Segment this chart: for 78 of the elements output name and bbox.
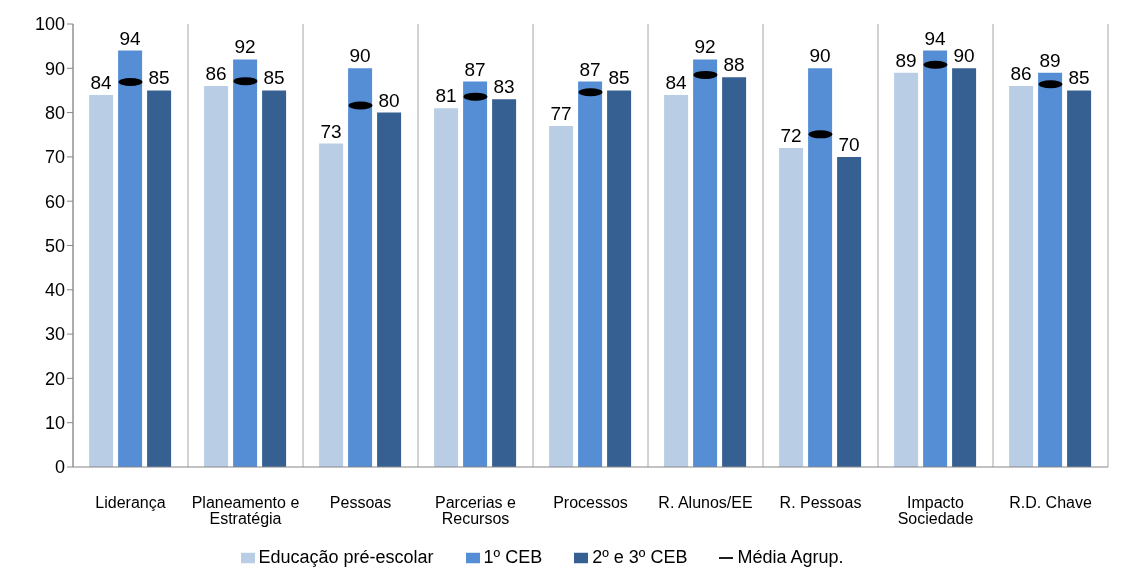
bar xyxy=(808,68,833,467)
data-label: 87 xyxy=(464,58,486,80)
x-tick-label: Parcerias e Recursos xyxy=(435,494,517,528)
data-label: 70 xyxy=(838,133,860,155)
x-tick-label: Impacto Sociedade xyxy=(897,494,974,528)
data-label: 92 xyxy=(234,36,256,58)
bar xyxy=(693,59,718,467)
bar xyxy=(1009,86,1034,467)
data-label: 88 xyxy=(723,54,745,76)
bar xyxy=(118,50,143,467)
data-label: 83 xyxy=(493,76,515,98)
data-label: 85 xyxy=(608,67,630,89)
bar xyxy=(262,90,287,467)
data-label: 89 xyxy=(1039,49,1061,71)
data-label: 85 xyxy=(1068,67,1090,89)
data-label: 94 xyxy=(924,27,947,49)
bar xyxy=(434,108,459,467)
x-tick-label: R. Pessoas xyxy=(779,494,862,512)
data-label: 85 xyxy=(263,67,285,89)
bar xyxy=(492,99,517,467)
bar xyxy=(779,148,804,467)
y-tick-label: 90 xyxy=(44,58,65,79)
data-label: 94 xyxy=(119,27,142,49)
bar xyxy=(578,81,603,467)
data-label: 86 xyxy=(1010,63,1032,85)
bar xyxy=(348,68,373,467)
x-tick-label: Liderança xyxy=(95,494,166,512)
y-tick-label: 100 xyxy=(34,14,65,35)
y-tick-label: 50 xyxy=(44,235,65,256)
x-tick-label: R.D. Chave xyxy=(1009,494,1092,512)
data-label: 85 xyxy=(148,67,170,89)
data-label: 81 xyxy=(435,85,457,107)
data-label: 90 xyxy=(953,45,975,67)
bar xyxy=(952,68,977,467)
data-label: 84 xyxy=(665,71,688,93)
data-label: 73 xyxy=(320,120,342,142)
data-label: 90 xyxy=(809,45,831,67)
x-tick-label: R. Alunos/EE xyxy=(658,494,753,512)
bar xyxy=(463,81,488,467)
y-tick-label: 70 xyxy=(44,147,65,168)
x-tick-label: Planeamento e Estratégia xyxy=(191,494,300,528)
bar xyxy=(549,125,574,467)
legend-label: 2º e 3º CEB xyxy=(592,547,688,567)
x-tick-label: Processos xyxy=(553,494,628,512)
data-label: 86 xyxy=(205,63,227,85)
y-tick-label: 20 xyxy=(44,368,65,389)
bar xyxy=(1038,72,1063,467)
y-tick-label: 0 xyxy=(54,457,65,478)
y-tick-label: 40 xyxy=(44,280,65,301)
data-label: 80 xyxy=(378,89,400,111)
data-label: 92 xyxy=(694,36,716,58)
y-tick-label: 80 xyxy=(44,102,65,123)
x-tick-label: Pessoas xyxy=(329,494,392,512)
y-tick-label: 30 xyxy=(44,324,65,345)
bar xyxy=(837,156,862,467)
bar xyxy=(1067,90,1092,467)
data-label: 77 xyxy=(550,102,572,124)
bar xyxy=(89,94,114,467)
data-label: 89 xyxy=(895,49,917,71)
bar xyxy=(233,59,258,467)
bar xyxy=(607,90,632,467)
legend-label: Educação pré-escolar xyxy=(258,547,434,567)
y-tick-label: 60 xyxy=(44,191,65,212)
bar xyxy=(319,143,344,467)
data-label: 90 xyxy=(349,45,371,67)
legend-label: 1º CEB xyxy=(483,547,543,567)
legend-label: Média Agrup. xyxy=(737,547,844,567)
bar xyxy=(894,72,919,467)
bar xyxy=(204,86,229,467)
bar xyxy=(722,77,747,467)
bar xyxy=(147,90,172,467)
bar xyxy=(923,50,948,467)
data-label: 87 xyxy=(579,58,601,80)
data-label: 84 xyxy=(90,71,113,93)
data-label: 72 xyxy=(780,125,802,147)
y-tick-label: 10 xyxy=(44,413,65,434)
bar xyxy=(377,112,402,467)
bar xyxy=(664,94,689,467)
